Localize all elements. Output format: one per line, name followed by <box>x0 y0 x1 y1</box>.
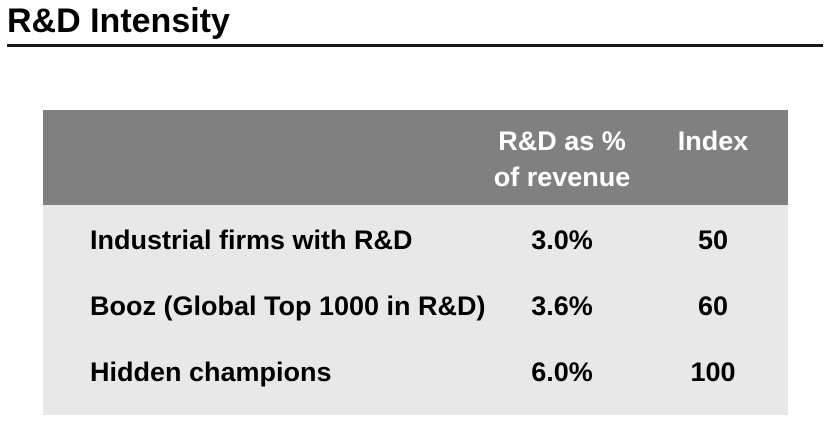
column-header-rd-as-pct-of-revenue: R&D as % of revenue <box>493 126 631 192</box>
column-header-spacer <box>43 110 486 205</box>
row-label: Hidden champions <box>90 356 332 387</box>
cell-index: 100 <box>690 356 736 387</box>
rd-intensity-table: R&D as % of revenue Index Industrial fir… <box>43 110 788 415</box>
table-row: Industrial firms with R&D 3.0% 50 <box>43 207 788 273</box>
title-underline <box>7 44 823 47</box>
row-label: Booz (Global Top 1000 in R&D) <box>90 290 486 321</box>
page-title: R&D Intensity <box>7 2 230 40</box>
cell-rd-pct: 3.6% <box>531 290 593 321</box>
cell-index: 50 <box>697 224 729 255</box>
table-row: Hidden champions 6.0% 100 <box>43 339 788 405</box>
table-header-row: R&D as % of revenue Index <box>43 110 788 205</box>
cell-rd-pct: 3.0% <box>531 224 593 255</box>
cell-index: 60 <box>697 290 729 321</box>
table-row: Booz (Global Top 1000 in R&D) 3.6% 60 <box>43 273 788 339</box>
column-header-index: Index <box>677 126 749 156</box>
row-label: Industrial firms with R&D <box>90 224 413 255</box>
table-body: Industrial firms with R&D 3.0% 50 Booz (… <box>43 205 788 415</box>
cell-rd-pct: 6.0% <box>531 356 593 387</box>
